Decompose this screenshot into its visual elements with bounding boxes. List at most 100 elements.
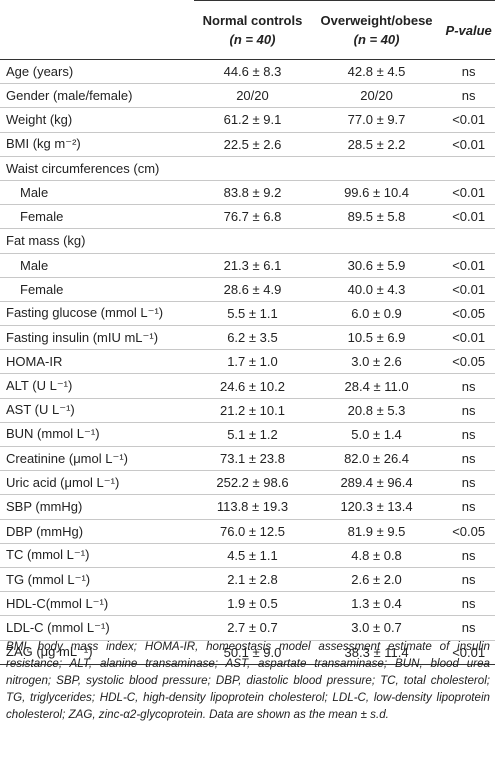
overweight-obese-value: 89.5 ± 5.8 [310,204,443,230]
normal-controls-value: 28.6 ± 4.9 [194,277,311,302]
p-value: <0.05 [442,519,495,544]
table-row: Female 76.7 ± 6.8 89.5 ± 5.8 <0.01 [0,204,495,230]
table-row: BMI (kg m⁻²) 22.5 ± 2.6 28.5 ± 2.2 <0.01 [0,132,495,157]
header-p-value-label: P-value [445,22,492,38]
row-label: Male [0,253,195,278]
header-normal-controls: Normal controls (n = 40) [194,0,311,60]
overweight-obese-value: 4.8 ± 0.8 [310,543,443,568]
table-body: Age (years) 44.6 ± 8.3 42.8 ± 4.5 ns Gender … [0,59,495,665]
normal-controls-value: 21.2 ± 10.1 [194,398,311,423]
p-value: <0.01 [442,107,495,133]
p-value: <0.01 [442,204,495,230]
row-label: Female [0,277,195,302]
data-table: Normal controls (n = 40) Overweight/obes… [0,0,495,665]
table-row: ZAG (μg mL⁻¹) 50.1 ± 9.0 38.3 ± 11.4 <0.01 [0,640,495,665]
p-value: <0.01 [442,640,495,665]
normal-controls-value: 76.0 ± 12.5 [194,519,311,544]
overweight-obese-value: 1.3 ± 0.4 [310,591,443,617]
table-header-row: Normal controls (n = 40) Overweight/obes… [0,0,495,60]
overweight-obese-value: 20/20 [310,83,443,109]
normal-controls-value: 73.1 ± 23.8 [194,446,311,472]
normal-controls-value: 21.3 ± 6.1 [194,253,311,278]
normal-controls-value: 61.2 ± 9.1 [194,107,311,133]
p-value: ns [442,494,495,520]
p-value: <0.05 [442,301,495,327]
table-row: Waist circumferences (cm) [0,156,495,181]
row-label: Age (years) [0,59,195,85]
row-label: SBP (mmHg) [0,494,195,520]
row-label: Fasting insulin (mIU mL⁻¹) [0,325,195,351]
header-blank-cell [0,0,195,60]
p-value: <0.01 [442,325,495,351]
table-row: Age (years) 44.6 ± 8.3 42.8 ± 4.5 ns [0,59,495,85]
overweight-obese-value: 289.4 ± 96.4 [310,470,443,496]
p-value: ns [442,59,495,85]
table-row: ALT (U L⁻¹) 24.6 ± 10.2 28.4 ± 11.0 ns [0,373,495,399]
row-label: Fasting glucose (mmol L⁻¹) [0,301,195,327]
p-value: ns [442,470,495,496]
p-value: <0.01 [442,180,495,206]
table-row: LDL-C (mmol L⁻¹) 2.7 ± 0.7 3.0 ± 0.7 ns [0,615,495,641]
table-footnote: BMI, body mass index; HOMA-IR, homeostas… [6,640,490,721]
table-row: Male 83.8 ± 9.2 99.6 ± 10.4 <0.01 [0,180,495,206]
p-value: ns [442,422,495,448]
overweight-obese-value: 99.6 ± 10.4 [310,180,443,206]
overweight-obese-value: 20.8 ± 5.3 [310,398,443,423]
overweight-obese-value: 6.0 ± 0.9 [310,301,443,327]
overweight-obese-value: 3.0 ± 0.7 [310,615,443,641]
row-label: HDL-C(mmol L⁻¹) [0,591,195,617]
p-value: <0.05 [442,349,495,375]
table-row: Uric acid (μmol L⁻¹) 252.2 ± 98.6 289.4 ± … [0,470,495,496]
overweight-obese-value: 120.3 ± 13.4 [310,494,443,520]
row-label: ALT (U L⁻¹) [0,373,195,399]
p-value: ns [442,615,495,641]
table-row: Fat mass (kg) [0,228,495,254]
p-value: ns [442,591,495,617]
normal-controls-value: 20/20 [194,83,311,109]
header-overweight-obese: Overweight/obese (n = 40) [310,0,443,60]
overweight-obese-value [310,228,443,254]
row-label: DBP (mmHg) [0,519,195,544]
overweight-obese-value [310,156,443,181]
row-label: ZAG (μg mL⁻¹) [0,640,195,665]
p-value: ns [442,373,495,399]
p-value: ns [442,543,495,568]
p-value: ns [442,83,495,109]
table-row: TG (mmol L⁻¹) 2.1 ± 2.8 2.6 ± 2.0 ns [0,567,495,593]
row-label: Uric acid (μmol L⁻¹) [0,470,195,496]
row-label: Female [0,204,195,230]
table-row: HDL-C(mmol L⁻¹) 1.9 ± 0.5 1.3 ± 0.4 ns [0,591,495,617]
row-label: HOMA-IR [0,349,195,375]
normal-controls-value [194,228,311,254]
normal-controls-value: 5.5 ± 1.1 [194,301,311,327]
normal-controls-value [194,156,311,181]
normal-controls-value: 44.6 ± 8.3 [194,59,311,85]
table-row: Fasting glucose (mmol L⁻¹) 5.5 ± 1.1 6.0 ±… [0,301,495,327]
header-overweight-obese-n: (n = 40) [353,32,400,47]
table-row: Female 28.6 ± 4.9 40.0 ± 4.3 <0.01 [0,277,495,302]
normal-controls-value: 76.7 ± 6.8 [194,204,311,230]
overweight-obese-value: 30.6 ± 5.9 [310,253,443,278]
p-value: <0.01 [442,277,495,302]
row-label: Male [0,180,195,206]
table-row: Gender (male/female) 20/20 20/20 ns [0,83,495,109]
table-row: BUN (mmol L⁻¹) 5.1 ± 1.2 5.0 ± 1.4 ns [0,422,495,448]
row-label: TC (mmol L⁻¹) [0,543,195,568]
overweight-obese-value: 77.0 ± 9.7 [310,107,443,133]
row-label: BMI (kg m⁻²) [0,132,195,157]
row-label: Gender (male/female) [0,83,195,109]
table-row: DBP (mmHg) 76.0 ± 12.5 81.9 ± 9.5 <0.05 [0,519,495,544]
overweight-obese-value: 3.0 ± 2.6 [310,349,443,375]
row-label: Waist circumferences (cm) [0,156,195,181]
table-row: AST (U L⁻¹) 21.2 ± 10.1 20.8 ± 5.3 ns [0,398,495,423]
normal-controls-value: 83.8 ± 9.2 [194,180,311,206]
table-row: Weight (kg) 61.2 ± 9.1 77.0 ± 9.7 <0.01 [0,107,495,133]
row-label: AST (U L⁻¹) [0,398,195,423]
normal-controls-value: 113.8 ± 19.3 [194,494,311,520]
row-label: TG (mmol L⁻¹) [0,567,195,593]
overweight-obese-value: 38.3 ± 11.4 [310,640,443,665]
p-value: <0.01 [442,253,495,278]
table-row: TC (mmol L⁻¹) 4.5 ± 1.1 4.8 ± 0.8 ns [0,543,495,568]
row-label: Weight (kg) [0,107,195,133]
